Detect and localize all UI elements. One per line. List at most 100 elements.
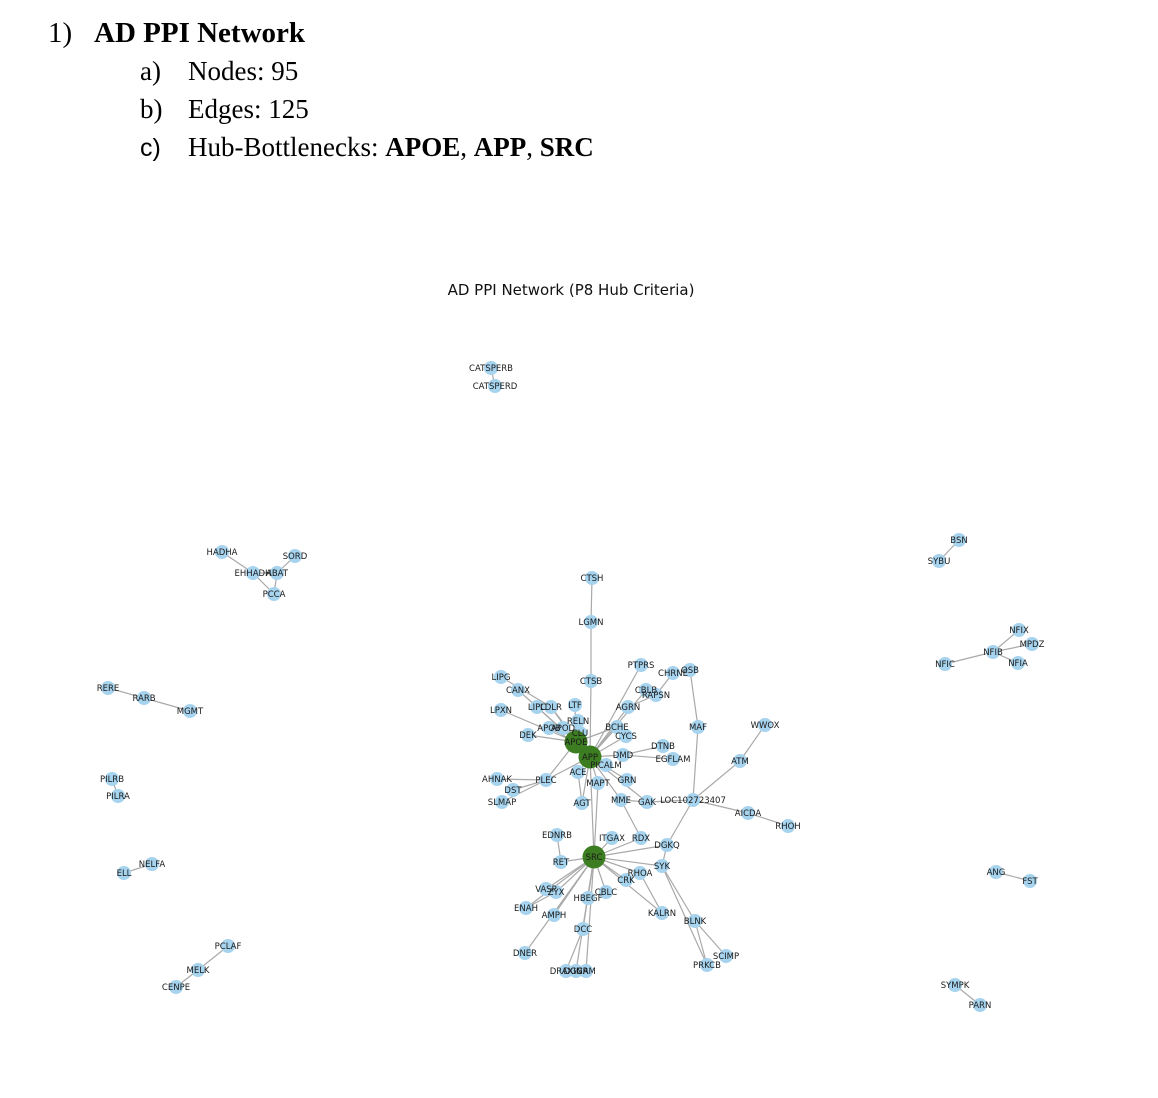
network-node (781, 819, 795, 833)
node-label: RHOH (775, 822, 800, 832)
node-label: LIPC (528, 703, 546, 713)
network-node (619, 873, 633, 887)
network-node (621, 700, 635, 714)
network-node (490, 772, 504, 786)
node-label: DGKQ (654, 841, 680, 851)
node-label: LIPG (492, 673, 511, 683)
node-label: ANG (987, 868, 1006, 878)
network-node (605, 831, 619, 845)
network-node (634, 831, 648, 845)
network-node (599, 758, 613, 772)
network-node (105, 772, 119, 786)
network-node (1023, 874, 1037, 888)
node-label: SCIMP (713, 952, 739, 962)
network-node (591, 776, 605, 790)
network-node (1011, 656, 1025, 670)
list-letter: c) (140, 134, 161, 162)
node-label: MAF (689, 723, 707, 733)
network-node (619, 729, 633, 743)
network-node (634, 658, 648, 672)
node-label: SYK (654, 862, 671, 872)
network-edge (524, 856, 595, 954)
network-node (288, 549, 302, 563)
node-label: DRAXIN (550, 967, 583, 977)
network-node (518, 946, 532, 960)
node-label: HBEGF (573, 894, 602, 904)
network-node (137, 691, 151, 705)
node-label: LGMN (578, 618, 603, 628)
network-edge (593, 844, 668, 858)
network-node (544, 700, 558, 714)
hub-name: APP (473, 132, 527, 162)
network-edge (692, 760, 741, 801)
network-node (700, 958, 714, 972)
network-node (649, 688, 663, 702)
network-node (660, 838, 674, 852)
network-node (556, 721, 570, 735)
network-node (952, 533, 966, 547)
network-node (614, 793, 628, 807)
network-node (599, 885, 613, 899)
node-label: SRC (586, 853, 603, 863)
node-label: SYMPK (941, 981, 970, 991)
network-node (948, 978, 962, 992)
network-edge (593, 782, 599, 858)
node-label: LTF (568, 701, 582, 711)
network-edge (747, 812, 789, 827)
node-label: NFIA (1008, 659, 1028, 669)
network-edge (589, 756, 595, 858)
network-edge (661, 865, 696, 922)
node-label: RARB (132, 694, 155, 704)
network-node (488, 379, 502, 393)
network-node (1025, 637, 1039, 651)
network-node (655, 906, 669, 920)
network-node (666, 666, 680, 680)
node-label: PICALM (590, 761, 621, 771)
node-label: CBLB (635, 686, 658, 696)
network-node (215, 545, 229, 559)
network-edge (639, 872, 663, 914)
node-label: PCLAF (215, 942, 242, 952)
network-node (484, 361, 498, 375)
node-label: NFIC (935, 660, 955, 670)
network-node (989, 865, 1003, 879)
node-label: PILRB (100, 775, 124, 785)
network-node (183, 704, 197, 718)
node-label: EGFLAM (656, 755, 691, 765)
node-label: PRKCB (693, 961, 721, 971)
network-node (620, 773, 634, 787)
network-node (117, 866, 131, 880)
network-node (101, 681, 115, 695)
node-label: ACE (570, 768, 587, 778)
node-label: CRK (617, 876, 635, 886)
node-label: CHRNE (658, 669, 688, 679)
network-edge (622, 754, 674, 760)
network-edge (944, 651, 994, 665)
node-label: ELL (117, 869, 132, 879)
network-edge (646, 799, 694, 803)
node-label: BLNK (684, 917, 707, 927)
network-node (169, 980, 183, 994)
node-label: CATSPERD (473, 382, 518, 392)
node-label: EHHADH (235, 569, 272, 579)
network-edge (500, 676, 552, 708)
network-node (511, 683, 525, 697)
network-node (733, 754, 747, 768)
network-node (691, 720, 705, 734)
node-label: RAPSN (642, 691, 670, 701)
network-node (973, 998, 987, 1012)
network-edge (661, 865, 708, 966)
network-node (938, 657, 952, 671)
network-node (932, 554, 946, 568)
hubs-label: Hub-Bottlenecks: (188, 132, 386, 162)
network-edge (689, 669, 699, 728)
node-label: MAPT (586, 779, 610, 789)
list-letter: a) (140, 56, 161, 86)
node-label: BCHE (605, 723, 628, 733)
node-label: AHNAK (482, 775, 512, 785)
edge-layer (107, 367, 1033, 1006)
network-node (267, 587, 281, 601)
node-label: CENPE (162, 983, 190, 993)
node-label: RET (553, 858, 570, 868)
